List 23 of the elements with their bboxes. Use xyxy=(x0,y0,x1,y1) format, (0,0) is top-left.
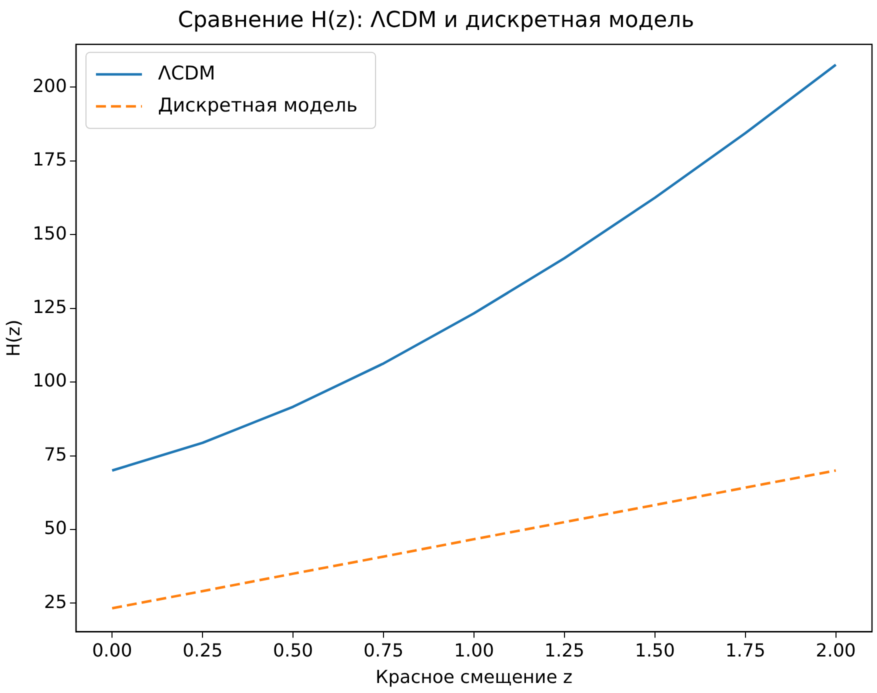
x-tick-label: 1.75 xyxy=(725,640,766,662)
x-tick-label: 2.00 xyxy=(816,640,856,662)
y-axis-title: H(z) xyxy=(3,320,24,357)
line-series xyxy=(110,469,838,610)
y-tick-label: 200 xyxy=(32,76,67,97)
x-tick-label: 0.25 xyxy=(182,640,223,662)
x-tick-label: 0.50 xyxy=(273,640,314,662)
x-tick-label: 1.25 xyxy=(544,640,584,662)
chart-title: Сравнение H(z): ΛCDM и дискретная модель xyxy=(178,8,694,33)
x-tick-label: 0.00 xyxy=(92,640,132,662)
legend-label: Дискретная модель xyxy=(158,94,358,116)
x-tick-label: 1.00 xyxy=(454,640,494,662)
y-tick-label: 150 xyxy=(32,223,67,244)
y-tick-label: 25 xyxy=(44,592,67,613)
legend-label: ΛCDM xyxy=(158,62,216,84)
x-tick-label: 0.75 xyxy=(363,640,404,662)
y-tick-label: 125 xyxy=(32,296,67,318)
y-tick-label: 100 xyxy=(32,370,67,392)
y-tick-label: 175 xyxy=(32,150,67,171)
x-tick-label: 1.50 xyxy=(634,640,675,662)
y-tick-label: 75 xyxy=(44,444,67,466)
y-tick-label: 50 xyxy=(44,518,67,540)
x-axis-title: Красное смещение z xyxy=(375,666,572,688)
